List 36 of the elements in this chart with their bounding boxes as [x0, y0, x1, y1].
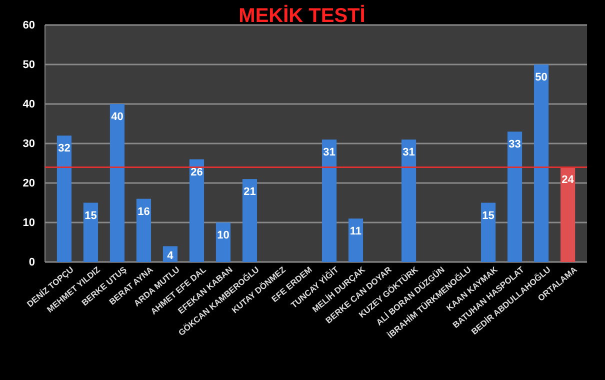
- y-tick-label: 60: [22, 20, 35, 32]
- y-tick-label: 40: [22, 98, 35, 111]
- data-label: 32: [58, 142, 70, 155]
- bar: [56, 136, 72, 262]
- y-tick-label: 30: [22, 138, 35, 150]
- bar: [322, 140, 337, 262]
- data-label: 11: [350, 226, 362, 238]
- bar: [401, 140, 416, 262]
- data-label: 24: [562, 174, 575, 186]
- data-label: 31: [402, 146, 415, 159]
- bar: [136, 198, 152, 262]
- bar: [480, 202, 496, 262]
- data-label: 10: [217, 230, 230, 242]
- bar: [348, 218, 364, 262]
- data-label: 4: [167, 250, 174, 262]
- data-label: 33: [508, 138, 521, 151]
- y-tick-label: 10: [22, 217, 35, 230]
- bar: [534, 64, 549, 262]
- data-label: 31: [323, 146, 336, 159]
- data-label: 16: [138, 206, 150, 218]
- y-tick-label: 20: [22, 178, 35, 190]
- bar: [83, 202, 98, 262]
- bar: [560, 167, 576, 262]
- bar: [507, 132, 522, 262]
- bar: [242, 179, 258, 262]
- bar: [189, 159, 204, 262]
- data-label: 26: [190, 166, 203, 178]
- data-label: 21: [244, 186, 256, 198]
- data-label: 50: [535, 72, 548, 84]
- chart-title: MEKİK TESTİ: [238, 4, 366, 27]
- y-tick-label: 0: [28, 256, 35, 269]
- bar: [110, 104, 125, 262]
- data-label: 40: [111, 111, 124, 123]
- y-tick-label: 50: [22, 59, 35, 72]
- data-label: 15: [84, 210, 97, 222]
- data-label: 15: [482, 210, 494, 222]
